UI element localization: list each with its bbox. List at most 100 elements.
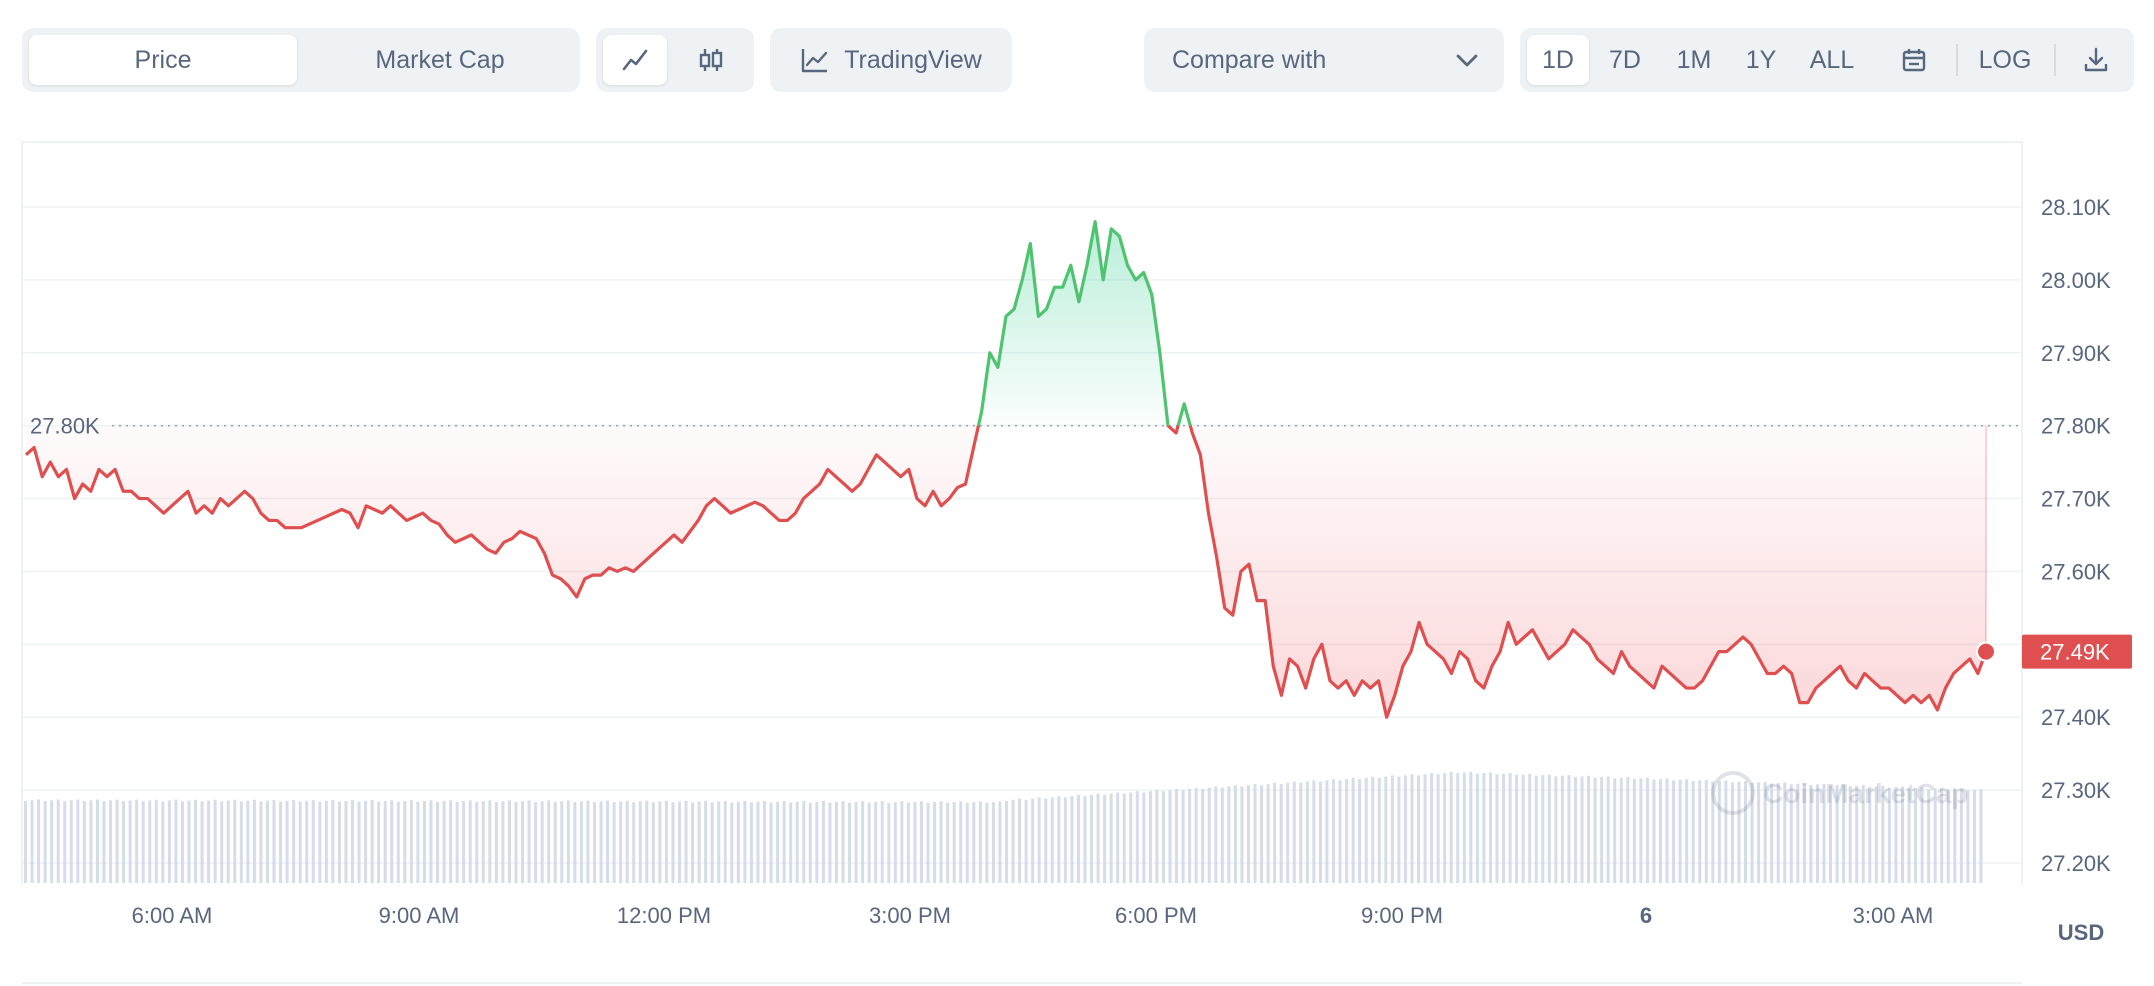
volume-bar <box>475 801 479 883</box>
volume-bar <box>403 800 407 883</box>
volume-bar <box>1724 780 1728 883</box>
volume-bar <box>1475 773 1479 883</box>
volume-bar <box>1920 787 1924 883</box>
volume-bar <box>383 800 387 883</box>
volume-bar <box>109 800 113 883</box>
volume-bar <box>1403 775 1407 883</box>
volume-bar <box>756 801 760 883</box>
range-1d[interactable]: 1D <box>1527 35 1589 85</box>
volume-bar <box>1227 786 1231 883</box>
chevron-down-icon <box>1456 54 1478 67</box>
volume-bar <box>645 800 649 883</box>
volume-bar <box>939 801 943 883</box>
log-scale-button[interactable]: LOG <box>1978 45 2032 74</box>
volume-bar <box>658 801 662 883</box>
volume-bar <box>1384 776 1388 883</box>
volume-bar <box>1220 787 1224 883</box>
y-tick-label: 27.30K <box>2041 778 2111 803</box>
volume-bar <box>841 801 845 883</box>
volume-bar <box>311 799 315 883</box>
download-button[interactable] <box>2064 28 2128 92</box>
volume-bar <box>1175 788 1179 883</box>
volume-bar <box>965 802 969 883</box>
y-tick-label: 27.20K <box>2041 851 2111 876</box>
volume-bar <box>1109 793 1113 883</box>
volume-bar <box>1253 783 1257 883</box>
volume-bar <box>1946 789 1950 883</box>
price-tab[interactable]: Price <box>29 35 297 85</box>
volume-bar <box>1325 780 1329 883</box>
volume-bar <box>1796 783 1800 883</box>
volume-bar <box>1495 774 1499 883</box>
volume-bar <box>547 800 551 883</box>
volume-bar <box>1894 787 1898 883</box>
volume-bar <box>854 801 858 883</box>
volume-bar <box>344 800 348 883</box>
volume-bar <box>1940 787 1944 883</box>
volume-bar <box>50 800 54 883</box>
volume-bar <box>351 800 354 883</box>
current-price-label: 27.49K <box>2040 640 2110 665</box>
volume-bar <box>1547 774 1551 883</box>
volume-bar <box>1757 782 1761 883</box>
volume-bar <box>1933 788 1937 883</box>
range-1m[interactable]: 1M <box>1676 45 1712 74</box>
volume-bar <box>1972 789 1976 883</box>
volume-bar <box>1194 787 1198 883</box>
volume-bar <box>782 800 786 883</box>
volume-bar <box>265 800 269 883</box>
volume-bar <box>76 799 80 883</box>
volume-bar <box>1449 771 1453 883</box>
volume-bar <box>1652 779 1656 883</box>
volume-bar <box>985 802 989 883</box>
volume-bar <box>37 799 41 883</box>
volume-bar <box>874 801 878 883</box>
volume-bar <box>1783 782 1787 883</box>
volume-bar <box>226 800 230 883</box>
volume-bar <box>1018 798 1022 883</box>
candlestick-button[interactable] <box>678 35 744 85</box>
volume-bar <box>194 799 198 883</box>
tradingview-label: TradingView <box>844 45 982 74</box>
volume-bar <box>1730 782 1734 883</box>
compare-with-dropdown[interactable]: Compare with <box>1144 28 1504 92</box>
volume-bar <box>1246 785 1250 883</box>
volume-bar <box>1515 775 1519 883</box>
volume-bar <box>1613 778 1617 883</box>
range-7d[interactable]: 7D <box>1609 45 1641 74</box>
volume-bar <box>1678 779 1682 883</box>
volume-bar <box>697 801 701 883</box>
volume-bar <box>1593 777 1597 883</box>
volume-bar <box>1436 774 1440 883</box>
volume-bar <box>1286 782 1290 883</box>
volume-bar <box>527 800 531 883</box>
volume-bar <box>1966 790 1970 883</box>
range-all[interactable]: ALL <box>1809 45 1855 74</box>
tradingview-button[interactable]: TradingView <box>770 28 1012 92</box>
x-tick-label: 9:00 PM <box>1361 903 1443 928</box>
calendar-button[interactable] <box>1880 28 1948 92</box>
volume-bar <box>1711 781 1715 883</box>
toolbar-divider <box>2054 44 2056 76</box>
x-tick-label: 3:00 PM <box>869 903 951 928</box>
volume-bar <box>717 801 721 883</box>
volume-bar <box>553 802 557 883</box>
volume-bar <box>1802 783 1806 883</box>
volume-bar <box>259 801 263 883</box>
market-cap-tab[interactable]: Market Cap <box>375 45 505 74</box>
volume-bar <box>1600 777 1604 883</box>
volume-bar <box>272 799 276 883</box>
volume-bar <box>1868 787 1872 883</box>
volume-bar <box>1181 790 1185 883</box>
volume-bar <box>1443 773 1447 883</box>
volume-bar <box>1456 773 1460 883</box>
tradingview-chart-icon <box>802 49 828 73</box>
volume-bar <box>1260 785 1264 883</box>
line-chart-button[interactable] <box>603 35 667 85</box>
volume-bar <box>1364 777 1368 883</box>
range-1y[interactable]: 1Y <box>1745 45 1777 74</box>
volume-bar <box>390 800 394 883</box>
volume-bar <box>573 802 577 883</box>
volume-bar <box>494 801 498 883</box>
